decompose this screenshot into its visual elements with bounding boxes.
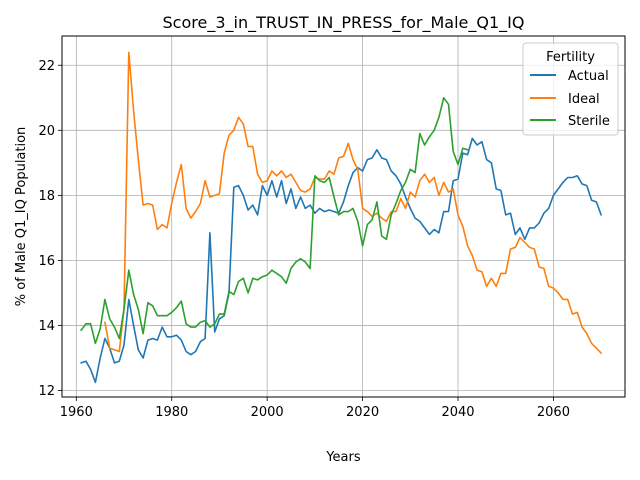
- legend-label-actual: Actual: [568, 69, 609, 84]
- x-tick-label-1960: 1960: [60, 405, 93, 420]
- x-tick-label-2060: 2060: [537, 405, 570, 420]
- axis-ticks: 1960 1980 2000 2020 2040 2060 12 14 16 18 20 22: [38, 59, 570, 420]
- series-line-actual: [80, 137, 602, 384]
- y-tick-label-16: 16: [38, 254, 55, 269]
- x-tick-label-1980: 1980: [155, 405, 188, 420]
- y-tick-label-18: 18: [38, 189, 55, 204]
- series-lines: [80, 51, 602, 384]
- x-tick-label-2000: 2000: [251, 405, 284, 420]
- x-tick-label-2040: 2040: [441, 405, 474, 420]
- legend: Fertility Actual Ideal Sterile: [522, 42, 619, 136]
- legend-label-sterile: Sterile: [568, 114, 610, 129]
- legend-box: [522, 42, 619, 136]
- plot-frame: [61, 35, 626, 398]
- y-axis-label: % of Male Q1_IQ Population: [14, 127, 29, 307]
- legend-label-ideal: Ideal: [568, 92, 600, 107]
- x-axis-label: Years: [325, 450, 361, 465]
- y-tick-label-20: 20: [38, 124, 55, 139]
- y-tick-label-22: 22: [38, 59, 55, 74]
- series-line-sterile: [80, 97, 469, 345]
- x-tick-label-2020: 2020: [346, 405, 379, 420]
- legend-title: Fertility: [546, 50, 595, 65]
- chart-title: Score_3_in_TRUST_IN_PRESS_for_Male_Q1_IQ: [163, 13, 525, 33]
- series-line-ideal: [104, 51, 602, 354]
- y-tick-label-12: 12: [38, 384, 55, 399]
- y-tick-label-14: 14: [38, 319, 55, 334]
